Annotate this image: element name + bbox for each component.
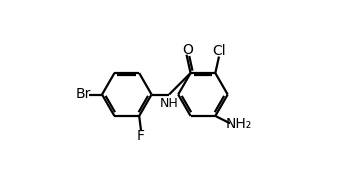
Text: F: F <box>137 129 145 143</box>
Text: O: O <box>182 43 193 57</box>
Text: NH₂: NH₂ <box>225 117 251 131</box>
Text: NH: NH <box>160 97 178 110</box>
Text: Cl: Cl <box>213 44 226 58</box>
Text: Br: Br <box>76 88 91 101</box>
